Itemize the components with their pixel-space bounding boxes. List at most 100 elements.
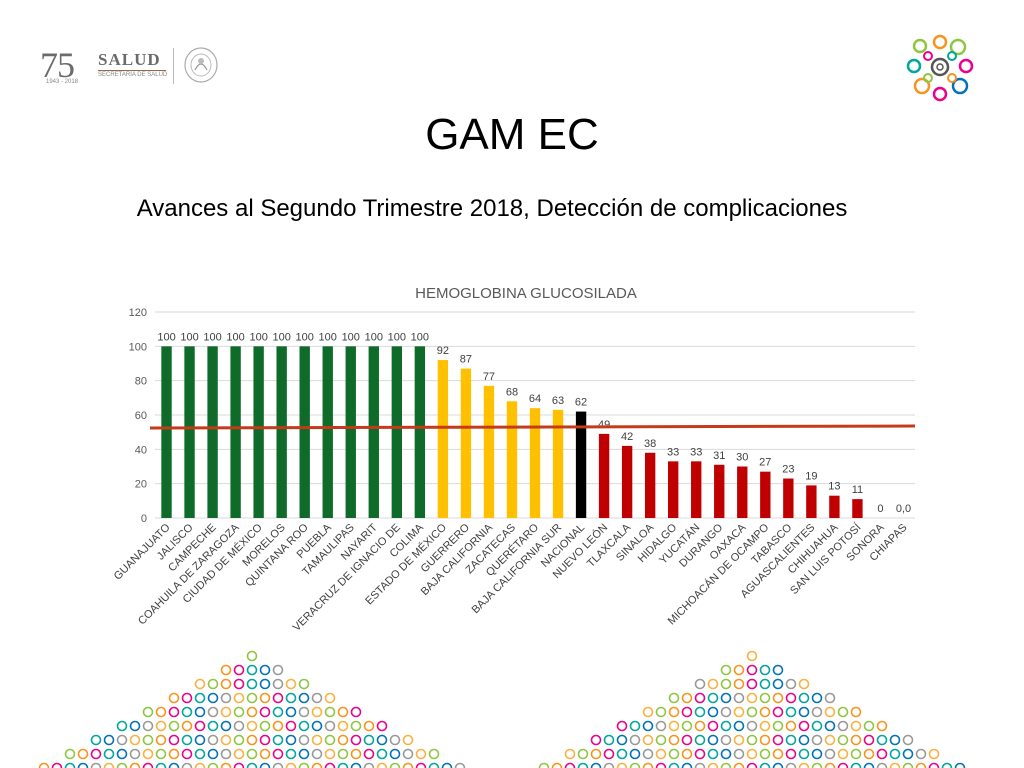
- pattern-ring: [103, 734, 115, 746]
- bar-value-label: 33: [667, 446, 679, 458]
- pattern-ring: [77, 762, 89, 768]
- bar-value-label: 100: [342, 331, 360, 343]
- pattern-ring: [590, 762, 602, 768]
- bar: [345, 346, 356, 518]
- chart-title: HEMOGLOBINA GLUCOSILADA: [415, 285, 637, 302]
- bar: [714, 464, 725, 518]
- pattern-ring: [824, 692, 836, 704]
- pattern-ring: [181, 734, 193, 746]
- pattern-ring: [850, 748, 862, 760]
- pattern-ring: [259, 762, 271, 768]
- pattern-ring: [811, 706, 823, 718]
- pattern-ring: [324, 762, 336, 768]
- pattern-ring: [564, 762, 576, 768]
- pattern-ring: [259, 706, 271, 718]
- pattern-ring: [720, 720, 732, 732]
- pattern-ring: [707, 734, 719, 746]
- pattern-ring: [798, 762, 810, 768]
- bar: [391, 346, 402, 518]
- pattern-ring: [207, 762, 219, 768]
- pattern-ring: [194, 762, 206, 768]
- pattern-ring: [603, 748, 615, 760]
- pattern-ring: [233, 692, 245, 704]
- pattern-ring: [785, 692, 797, 704]
- bar-value-label: 77: [483, 371, 495, 383]
- pattern-ring: [428, 748, 440, 760]
- pattern-ring: [746, 748, 758, 760]
- pattern-ring: [759, 734, 771, 746]
- pattern-ring: [824, 706, 836, 718]
- bar-value-label: 68: [506, 386, 518, 398]
- pattern-ring: [655, 748, 667, 760]
- pattern-ring: [538, 762, 550, 768]
- pattern-ring: [272, 762, 284, 768]
- pattern-ring: [64, 748, 76, 760]
- pattern-ring: [733, 734, 745, 746]
- pattern-ring: [577, 762, 589, 768]
- pattern-ring: [298, 678, 310, 690]
- pattern-ring: [194, 734, 206, 746]
- pattern-ring: [785, 762, 797, 768]
- pattern-ring: [746, 650, 758, 662]
- pattern-ring: [668, 706, 680, 718]
- pattern-ring: [707, 720, 719, 732]
- pattern-ring: [272, 678, 284, 690]
- pattern-ring: [311, 692, 323, 704]
- pattern-ring: [707, 678, 719, 690]
- pattern-ring: [772, 692, 784, 704]
- pattern-ring: [207, 692, 219, 704]
- pattern-ring: [220, 664, 232, 676]
- pattern-ring: [616, 720, 628, 732]
- pattern-ring: [720, 748, 732, 760]
- pattern-ring: [285, 720, 297, 732]
- pattern-ring: [629, 762, 641, 768]
- pattern-ring: [220, 762, 232, 768]
- pattern-ring: [720, 762, 732, 768]
- pattern-ring: [220, 678, 232, 690]
- logo-secretaria: SECRETARÍA DE SALUD: [98, 72, 168, 78]
- pattern-ring: [298, 720, 310, 732]
- pattern-ring: [798, 678, 810, 690]
- bar: [598, 433, 610, 518]
- bar-value-label: 27: [759, 457, 771, 469]
- pattern-ring: [350, 762, 362, 768]
- pattern-ring: [863, 748, 875, 760]
- pattern-ring: [850, 734, 862, 746]
- pattern-ring: [233, 664, 245, 676]
- pattern-ring: [324, 748, 336, 760]
- bar: [644, 452, 656, 518]
- bar: [161, 346, 172, 518]
- pattern-ring: [246, 664, 258, 676]
- pattern-ring: [155, 706, 167, 718]
- pattern-ring: [246, 720, 258, 732]
- pattern-ring: [811, 734, 823, 746]
- pattern-ring: [655, 762, 667, 768]
- pattern-ring: [603, 734, 615, 746]
- pattern-ring: [168, 734, 180, 746]
- pattern-ring: [181, 748, 193, 760]
- bar-value-label: 100: [249, 331, 267, 343]
- pattern-ring: [590, 748, 602, 760]
- pattern-ring: [889, 762, 901, 768]
- pattern-ring: [785, 748, 797, 760]
- pattern-ring: [889, 748, 901, 760]
- pattern-ring: [811, 748, 823, 760]
- pattern-ring: [246, 748, 258, 760]
- pattern-ring: [168, 762, 180, 768]
- pattern-ring: [51, 762, 63, 768]
- pattern-ring: [233, 734, 245, 746]
- bar-value-label: 19: [805, 470, 817, 482]
- bar: [852, 499, 863, 518]
- pattern-ring: [168, 692, 180, 704]
- pattern-ring: [259, 748, 271, 760]
- pattern-ring: [668, 748, 680, 760]
- pattern-ring: [155, 762, 167, 768]
- pattern-ring: [798, 734, 810, 746]
- pattern-ring: [389, 762, 401, 768]
- pattern-ring: [707, 692, 719, 704]
- pattern-ring: [785, 678, 797, 690]
- pattern-ring: [733, 664, 745, 676]
- pattern-ring: [811, 762, 823, 768]
- bar: [437, 360, 449, 518]
- reference-line: [149, 424, 916, 430]
